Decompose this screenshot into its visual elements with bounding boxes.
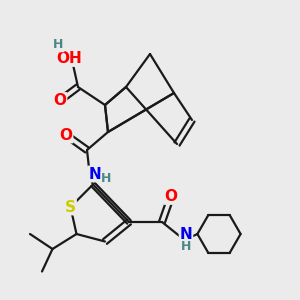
Text: O: O bbox=[53, 93, 67, 108]
Text: H: H bbox=[181, 240, 191, 253]
Text: O: O bbox=[164, 189, 178, 204]
Text: H: H bbox=[101, 172, 112, 185]
Text: H: H bbox=[53, 38, 64, 52]
Text: N: N bbox=[180, 227, 192, 242]
Text: N: N bbox=[88, 167, 101, 182]
Text: S: S bbox=[65, 200, 76, 214]
Text: O: O bbox=[59, 128, 73, 142]
Text: OH: OH bbox=[56, 51, 82, 66]
